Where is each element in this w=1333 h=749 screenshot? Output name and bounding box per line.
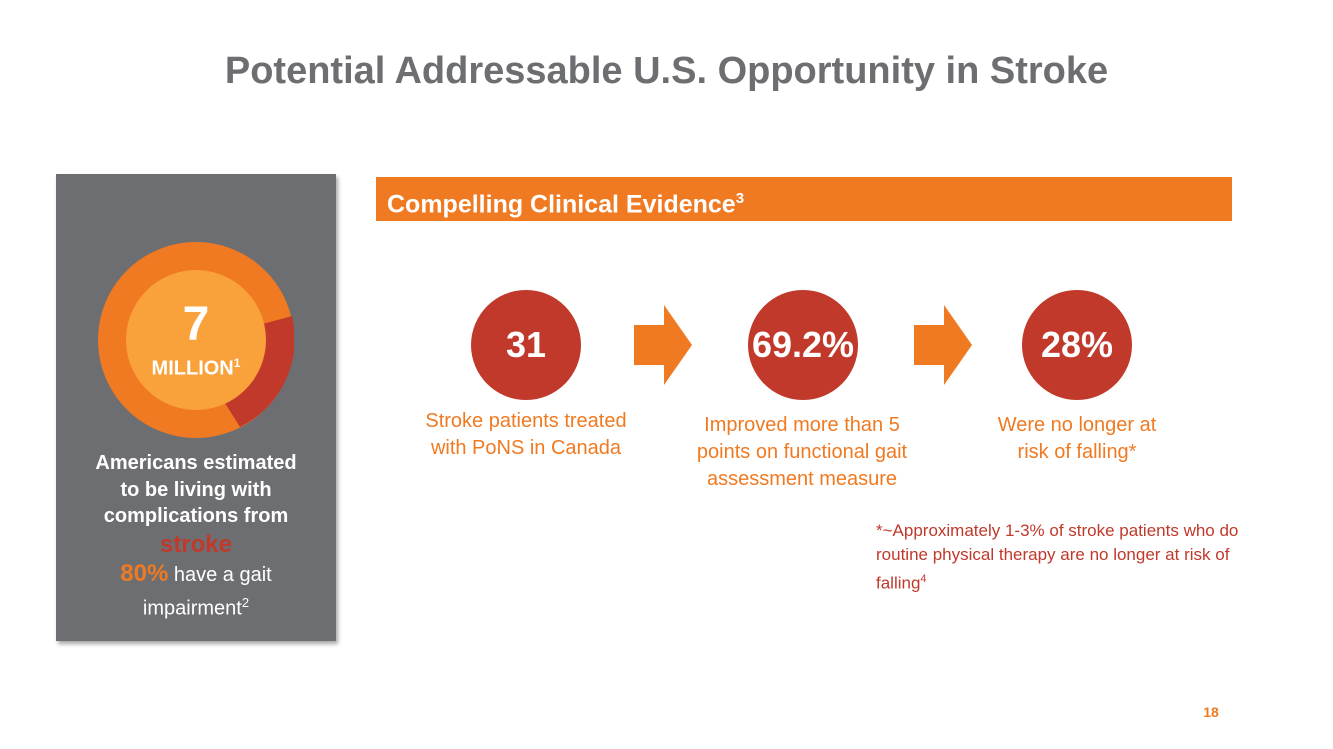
caption-line: points on functional gait <box>696 441 908 463</box>
donut-svg <box>98 242 295 438</box>
caption-line: Were no longer at <box>997 414 1157 436</box>
page-title: Potential Addressable U.S. Opportunity i… <box>224 50 1109 92</box>
footnote: *~Approximately 1-3% of stroke patients … <box>876 519 1316 596</box>
stat-circle-patients: 31 <box>471 290 581 400</box>
footnote-ref: 4 <box>920 573 927 585</box>
footnote-line-2: routine physical therapy are no longer a… <box>876 545 1230 564</box>
stroke-word: stroke <box>159 530 233 558</box>
million-ref: 1 <box>233 356 241 371</box>
gait-line: 80% have a gait <box>56 560 336 589</box>
evidence-heading-bar: Compelling Clinical Evidence3 <box>376 177 1232 221</box>
impairment-text: impairment <box>142 597 242 620</box>
caption-patients: Stroke patients treated with PoNS in Can… <box>401 408 651 462</box>
arrow-right-icon <box>914 305 972 385</box>
million-text: MILLION <box>151 357 234 380</box>
caption-line: Improved more than 5 <box>704 414 900 436</box>
million-label: MILLION1 <box>152 351 241 381</box>
page-number: 18 <box>1203 704 1219 720</box>
donut-graphic: 7 MILLION1 <box>98 242 295 438</box>
impairment-line: impairment2 <box>56 589 336 623</box>
footnote-falling: falling <box>876 573 921 593</box>
gait-text: have a gait <box>173 563 272 586</box>
footnote-line-3: falling4 <box>876 567 1316 596</box>
stat-circle-no-fall-risk: 28% <box>1022 290 1132 400</box>
caption-no-fall-risk: Were no longer at risk of falling* <box>962 412 1192 466</box>
evidence-heading-ref: 3 <box>735 190 745 207</box>
caption-line: Stroke patients treated <box>425 410 627 432</box>
arrow-right-icon <box>634 305 692 385</box>
stat-circle-improved: 69.2% <box>748 290 858 400</box>
caption-line: risk of falling* <box>1017 441 1137 463</box>
impairment-ref: 2 <box>241 594 250 610</box>
evidence-heading: Compelling Clinical Evidence <box>387 190 736 219</box>
donut-center-label: 7 MILLION1 <box>126 270 266 410</box>
footnote-line-1: *~Approximately 1-3% of stroke patients … <box>876 521 1239 540</box>
gait-percent: 80% <box>120 559 169 587</box>
caption-line: with PoNS in Canada <box>430 437 622 459</box>
caption-improved: Improved more than 5 points on functiona… <box>672 412 932 493</box>
stroke-stat-panel: 7 MILLION1 Americans estimated to be liv… <box>56 174 336 641</box>
panel-description: Americans estimated to be living with co… <box>56 450 336 622</box>
donut-inner-circle <box>126 270 266 410</box>
caption-line: assessment measure <box>706 468 898 490</box>
desc-line-2: to be living with <box>120 478 272 501</box>
big-number: 7 <box>182 298 210 352</box>
desc-line-3: complications from <box>103 505 289 527</box>
desc-line-1: Americans estimated <box>95 452 297 474</box>
